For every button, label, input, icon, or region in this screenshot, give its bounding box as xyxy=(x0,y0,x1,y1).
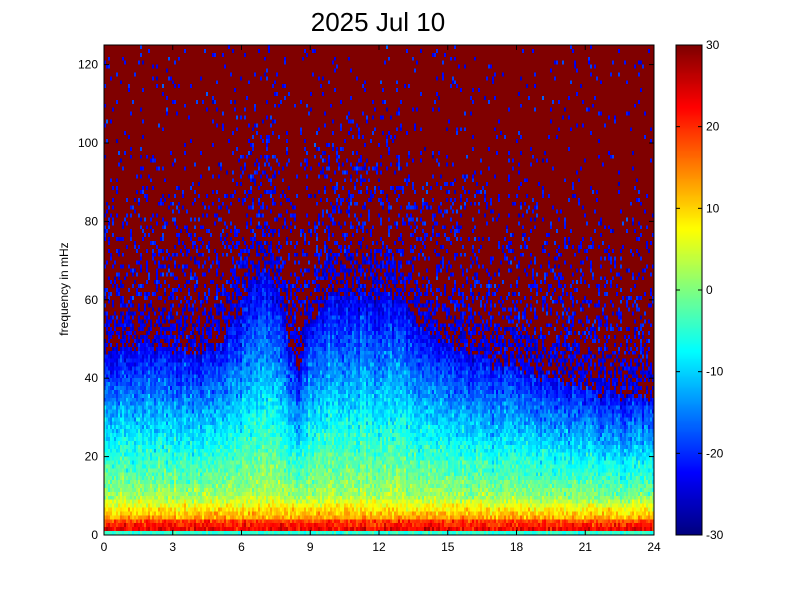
colorbar: -30 -20 -10 0 10 20 30 xyxy=(675,38,724,542)
chart-title: 2025 Jul 10 xyxy=(311,7,445,37)
x-tick-label: 21 xyxy=(579,540,593,554)
y-tick-label: 80 xyxy=(85,214,99,228)
colorbar-tick-label: -10 xyxy=(706,365,724,379)
colorbar-image xyxy=(676,45,702,535)
heatmap-image xyxy=(104,45,654,535)
x-tick-label: 3 xyxy=(169,540,176,554)
x-tick-label: 18 xyxy=(510,540,524,554)
colorbar-tick-label: 10 xyxy=(706,201,720,215)
heatmap-plot-area xyxy=(103,44,655,536)
y-tick-label: 100 xyxy=(78,136,98,150)
y-axis: 0 20 40 60 80 100 120 xyxy=(78,58,654,542)
colorbar-ticks: -30 -20 -10 0 10 20 30 xyxy=(676,38,724,542)
y-tick-label: 0 xyxy=(91,528,98,542)
colorbar-tick-label: 0 xyxy=(706,283,713,297)
x-axis: 0 3 6 9 12 15 18 21 24 xyxy=(101,45,661,554)
x-tick-label: 9 xyxy=(307,540,314,554)
colorbar-tick-label: -30 xyxy=(706,528,724,542)
x-tick-label: 0 xyxy=(101,540,108,554)
colorbar-tick-label: 20 xyxy=(706,120,720,134)
x-tick-label: 12 xyxy=(372,540,386,554)
y-tick-label: 40 xyxy=(85,371,99,385)
y-axis-label: frequency in mHz xyxy=(57,242,71,335)
x-tick-label: 6 xyxy=(238,540,245,554)
colorbar-tick-label: -20 xyxy=(706,446,724,460)
y-tick-label: 60 xyxy=(85,293,99,307)
x-tick-label: 15 xyxy=(441,540,455,554)
y-tick-label: 120 xyxy=(78,58,98,72)
x-tick-label: 24 xyxy=(647,540,661,554)
colorbar-tick-label: 30 xyxy=(706,38,720,52)
y-tick-label: 20 xyxy=(85,450,99,464)
